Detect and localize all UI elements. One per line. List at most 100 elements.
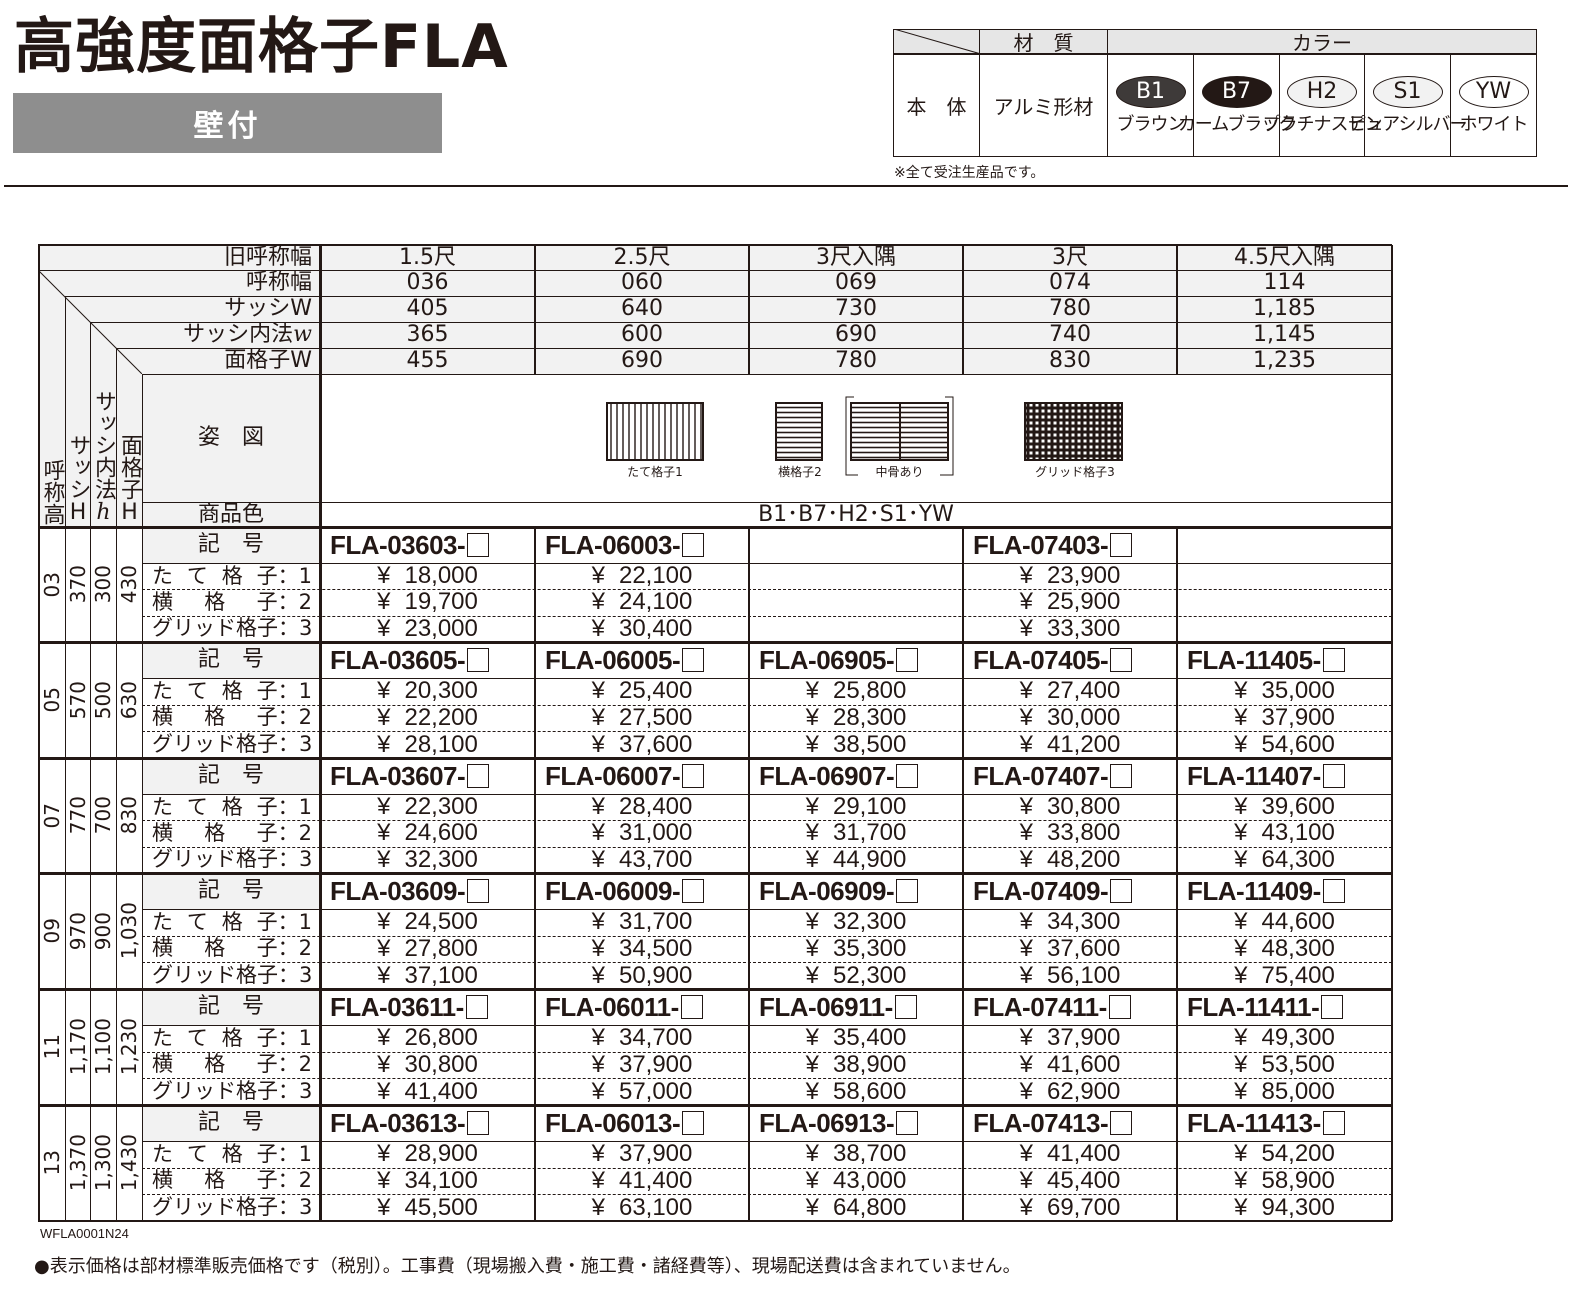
header-size-area xyxy=(320,245,1392,374)
price-value: 35,000 xyxy=(1261,678,1335,705)
color-code-box xyxy=(467,533,490,557)
product-code-text: FLA-06913- xyxy=(759,1108,895,1138)
price-cell: ¥37,100 xyxy=(320,962,535,989)
product-code: FLA-11407- xyxy=(1177,758,1392,794)
yen-sign: ¥ xyxy=(591,1194,605,1221)
dimension-value: 1,370 xyxy=(65,1134,90,1192)
grid-line xyxy=(319,527,322,1221)
yen-sign: ¥ xyxy=(1019,1194,1033,1221)
grid-line xyxy=(38,1220,1392,1222)
type-number: ：3 xyxy=(278,616,313,641)
price-value: 32,300 xyxy=(832,909,907,936)
product-code: FLA-11413- xyxy=(1177,1105,1392,1141)
yen-sign: ¥ xyxy=(1019,678,1033,705)
dimension-value: 1,430 xyxy=(117,1134,141,1192)
block-grille-h: 1,430 xyxy=(116,1105,142,1221)
price-cell: ¥33,300 xyxy=(963,616,1177,642)
price-cell: ¥44,600 xyxy=(1177,909,1392,936)
dimension-value: 970 xyxy=(65,911,90,951)
grid-line xyxy=(319,245,322,374)
yen-sign: ¥ xyxy=(1234,731,1248,758)
block-height-code: 07 xyxy=(38,758,65,873)
price-value: 43,700 xyxy=(618,846,693,873)
product-code: FLA-03605- xyxy=(320,642,535,678)
price-value: 38,700 xyxy=(832,1141,907,1168)
type-number: ：2 xyxy=(277,705,312,730)
price-cell: ¥53,500 xyxy=(1177,1052,1392,1079)
block-sash-h: 970 xyxy=(65,873,90,989)
price-cell: ¥58,900 xyxy=(1177,1168,1392,1195)
price-cell: ¥22,200 xyxy=(320,705,535,732)
label-variable: w xyxy=(293,322,312,347)
yen-sign: ¥ xyxy=(377,589,391,616)
product-code-text: FLA-03603- xyxy=(330,530,466,560)
price-value: 31,700 xyxy=(832,820,907,847)
yen-sign: ¥ xyxy=(1234,1051,1248,1078)
yen-sign: ¥ xyxy=(805,846,819,873)
price-value: 58,600 xyxy=(832,1078,907,1105)
color-option-yw: YW ホワイト xyxy=(1450,54,1537,157)
price-cell: ¥24,500 xyxy=(320,909,535,936)
block-height-code: 03 xyxy=(38,527,65,642)
price-cell: ¥33,800 xyxy=(963,820,1177,846)
grid-line xyxy=(142,1141,1392,1142)
yen-sign: ¥ xyxy=(1234,704,1248,731)
yen-sign: ¥ xyxy=(1019,615,1033,642)
column-width: 069 xyxy=(835,270,877,295)
row-label-type-3: グリッド格子 ：3 xyxy=(142,1194,320,1221)
color-name: プラチナステン xyxy=(1262,113,1383,135)
grid-line xyxy=(1391,245,1393,1221)
price-cell: ¥41,400 xyxy=(535,1168,749,1195)
price-value: 37,900 xyxy=(618,1051,693,1078)
row-label-sash-w: サッシW xyxy=(224,296,312,321)
price-cell: ¥28,100 xyxy=(320,731,535,758)
yen-sign: ¥ xyxy=(377,1141,391,1168)
row-label-type-2: 横格子 ：2 xyxy=(142,589,320,615)
dashed-divider xyxy=(142,820,1392,822)
type-name: 横格子 xyxy=(152,1052,278,1077)
row-label-type-3: グリッド格子 ：3 xyxy=(142,731,320,758)
price-value: 94,300 xyxy=(1261,1194,1335,1221)
price-value: 27,500 xyxy=(618,704,693,731)
row-label-code: 記 号 xyxy=(142,758,320,794)
price-value: 31,000 xyxy=(618,820,693,847)
product-code-text: FLA-07403- xyxy=(973,530,1109,560)
block-height-code: 11 xyxy=(38,989,65,1105)
product-code-text: FLA-07407- xyxy=(973,761,1109,791)
price-value: 54,200 xyxy=(1261,1141,1335,1168)
price-value: 48,300 xyxy=(1261,935,1335,962)
yen-sign: ¥ xyxy=(591,1025,605,1052)
type-name: 横格子 xyxy=(152,936,278,961)
vertical-grille-icon xyxy=(606,402,704,461)
product-code-text: FLA-11405- xyxy=(1187,645,1321,675)
price-cell: ¥75,400 xyxy=(1177,962,1392,989)
yen-sign: ¥ xyxy=(377,846,391,873)
color-codes: B1･B7･H2･S1･YW xyxy=(758,502,954,527)
footnote: ●表示価格は部材標準販売価格です（税別）。工事費（現場搬入費・施工費・諸経費等）… xyxy=(34,1256,1021,1277)
spec-note: ※全て受注生産品です。 xyxy=(894,165,1045,181)
price-cell: ¥22,100 xyxy=(535,563,749,589)
row-label-type-2: 横格子 ：2 xyxy=(142,936,320,963)
price-value: 41,400 xyxy=(1046,1141,1121,1168)
block-height-code: 05 xyxy=(38,642,65,758)
grid-line xyxy=(38,270,1392,271)
yen-sign: ¥ xyxy=(1019,563,1033,590)
yen-sign: ¥ xyxy=(1019,794,1033,821)
price-cell: ¥22,300 xyxy=(320,794,535,820)
grid-line xyxy=(142,794,1392,795)
product-code: FLA-06913- xyxy=(749,1105,963,1141)
figure-label: たて格子1 xyxy=(627,465,683,479)
product-code: FLA-03609- xyxy=(320,873,535,909)
price-value: 30,800 xyxy=(404,1051,478,1078)
dashed-divider xyxy=(142,615,1392,617)
yen-sign: ¥ xyxy=(377,678,391,705)
color-option-b7: B7 カームブラック xyxy=(1178,54,1296,157)
price-value: 44,600 xyxy=(1261,909,1335,936)
price-value: 35,400 xyxy=(832,1025,907,1052)
type-name: 横格子 xyxy=(152,705,278,730)
dashed-divider xyxy=(142,1167,1392,1169)
product-code: FLA-06009- xyxy=(535,873,749,909)
type-number: ：3 xyxy=(278,1079,313,1104)
block-height-code: 09 xyxy=(38,873,65,989)
column-inner-w: 1,145 xyxy=(1253,322,1316,347)
